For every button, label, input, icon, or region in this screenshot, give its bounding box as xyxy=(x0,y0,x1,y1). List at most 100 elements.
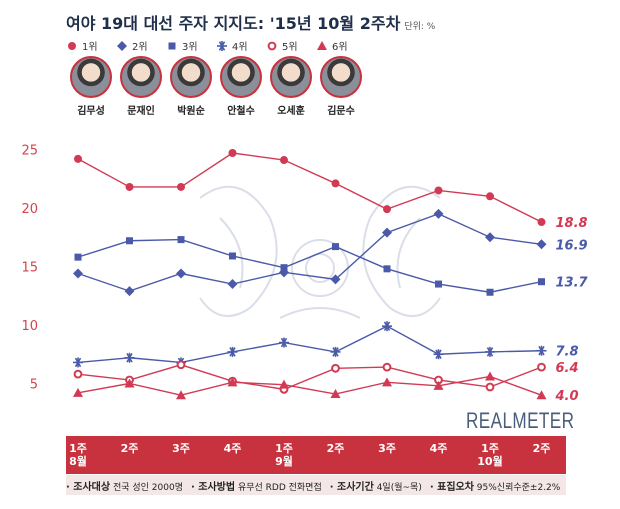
avatar xyxy=(270,56,312,98)
data-point xyxy=(74,154,82,163)
data-point xyxy=(74,253,82,261)
end-value-label: 4.0 xyxy=(555,389,579,404)
data-point xyxy=(330,274,341,285)
x-tick-label: 1주 10월 xyxy=(477,442,503,468)
data-point xyxy=(433,208,444,219)
legend-marker-icon xyxy=(168,42,176,49)
data-point xyxy=(73,369,83,379)
legend-marker xyxy=(217,40,227,51)
series-line xyxy=(77,152,542,223)
data-point xyxy=(382,362,392,372)
data-point xyxy=(228,149,237,158)
data-point xyxy=(280,156,288,165)
data-point xyxy=(126,237,133,245)
data-point xyxy=(382,321,392,332)
candidate: 김문수 xyxy=(316,56,366,117)
data-point xyxy=(332,243,339,251)
y-tick-label: 5 xyxy=(30,378,38,393)
data-point xyxy=(536,239,547,250)
data-point xyxy=(280,264,288,272)
survey-info-footer: · 조사대상 전국 성인 2000명 · 조사방법 유무선 RDD 전화면접 · 조… xyxy=(66,475,566,495)
candidate-name: 박원순 xyxy=(177,106,205,117)
series-line xyxy=(77,375,542,396)
x-tick-label: 2주 xyxy=(326,442,345,455)
legend-marker-icon xyxy=(317,40,327,50)
avatar xyxy=(70,56,112,98)
data-point xyxy=(176,268,186,279)
legend-item: 1위 xyxy=(66,38,116,53)
data-point xyxy=(330,346,341,357)
candidate-name: 문재인 xyxy=(127,106,155,117)
legend-label: 5위 xyxy=(282,42,298,53)
data-point xyxy=(124,286,135,297)
x-tick-label: 2주 xyxy=(532,442,551,455)
series-5위: 6.4 xyxy=(73,360,579,394)
data-point xyxy=(433,380,444,390)
legend-label: 6위 xyxy=(332,42,348,53)
legend-marker-icon xyxy=(117,40,127,51)
series-line xyxy=(77,238,542,293)
end-value-label: 13.7 xyxy=(556,276,589,291)
data-point xyxy=(485,371,495,381)
data-point xyxy=(537,362,546,372)
data-point xyxy=(73,268,83,279)
data-point xyxy=(73,387,83,397)
data-point xyxy=(382,377,392,387)
survey-info-item: · 조사대상 전국 성인 2000명 xyxy=(66,481,183,493)
data-point xyxy=(176,360,186,370)
legend-marker xyxy=(317,40,327,50)
data-point xyxy=(279,337,289,348)
legend: 1위 2위 3위 4위 5위 6위 xyxy=(66,38,366,53)
chart-title: 여야 19대 대선 주자 지지도: '15년 10월 2주차 단위: % xyxy=(66,14,436,33)
x-tick-label: 3주 xyxy=(378,442,396,455)
data-point xyxy=(331,179,340,188)
legend-label: 2위 xyxy=(132,42,148,53)
data-point xyxy=(485,232,495,243)
avatar xyxy=(320,56,362,98)
candidate-row: 김무성 문재인 박원순 안철수 오세훈 김문수 xyxy=(66,56,366,117)
survey-info-item: · 조사방법 유무선 RDD 전화면접 xyxy=(190,481,322,493)
x-tick-label: 3주 xyxy=(172,442,190,455)
data-point xyxy=(227,377,238,387)
series-line xyxy=(77,213,542,292)
legend-marker-icon xyxy=(267,41,277,50)
data-point xyxy=(433,349,444,360)
data-point xyxy=(434,186,443,195)
x-tick-label: 4주 xyxy=(429,442,448,455)
brand-logo: REALMETER xyxy=(466,408,575,433)
end-value-label: 6.4 xyxy=(556,361,579,376)
data-point xyxy=(486,288,494,296)
y-tick-label: 25 xyxy=(21,144,38,159)
y-tick-label: 15 xyxy=(21,261,38,276)
data-point xyxy=(279,379,289,389)
series-line xyxy=(77,364,542,391)
candidate: 오세훈 xyxy=(266,56,316,117)
series-3위: 13.7 xyxy=(74,236,589,296)
data-point xyxy=(229,252,236,260)
legend-marker-icon xyxy=(68,41,76,50)
candidate: 문재인 xyxy=(116,56,166,117)
end-value-label: 16.9 xyxy=(556,238,588,253)
data-point xyxy=(486,192,494,201)
survey-info-item: · 조사기간 4일(월~목) xyxy=(329,481,422,493)
data-point xyxy=(227,346,238,357)
legend-marker-icon xyxy=(217,40,227,51)
series-4위: 7.8 xyxy=(73,321,579,368)
candidate: 안철수 xyxy=(216,56,266,117)
x-tick-label: 4주 xyxy=(223,442,242,455)
y-tick-label: 10 xyxy=(21,319,38,334)
survey-info-item: · 표집오차 95%신뢰수준±2.2% xyxy=(429,481,561,493)
data-point xyxy=(125,182,134,191)
legend-marker xyxy=(168,42,176,49)
emblem-watermark-icon xyxy=(199,185,441,319)
x-tick-label: 1주 9월 xyxy=(275,442,293,468)
data-point xyxy=(124,352,135,363)
data-point xyxy=(538,278,545,286)
series-line xyxy=(77,325,542,364)
data-point xyxy=(124,378,135,388)
data-point xyxy=(176,390,186,400)
unit-label: 단위: % xyxy=(404,22,436,32)
candidate: 김무성 xyxy=(66,56,116,117)
legend-label: 3위 xyxy=(182,42,198,53)
